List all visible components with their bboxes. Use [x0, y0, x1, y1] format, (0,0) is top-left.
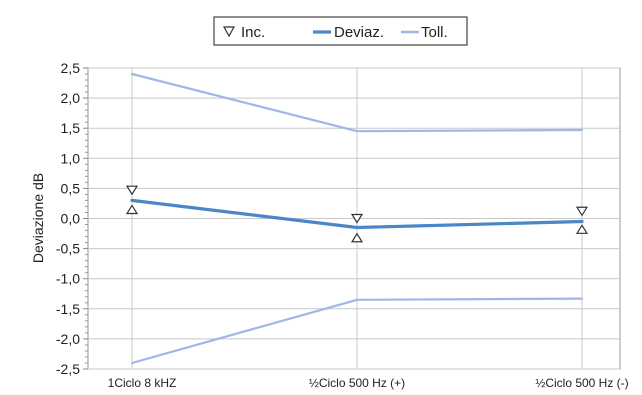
legend-label: Inc.: [241, 24, 265, 41]
legend-inc-icon: [222, 26, 236, 38]
y-tick-label: -2,0: [56, 331, 80, 347]
y-axis-label: Deviazione dB: [30, 173, 46, 263]
inc-marker-lower: [125, 204, 139, 215]
inc-marker-lower: [575, 224, 589, 234]
y-tick-label: -1,0: [56, 271, 80, 287]
y-tick-label: 2,0: [61, 90, 81, 106]
y-tick-label: 2,5: [61, 60, 81, 76]
inc-marker-upper: [575, 206, 589, 217]
plot-series: [130, 72, 584, 365]
inc-marker-upper: [350, 213, 364, 224]
legend-label: Deviaz.: [334, 24, 384, 41]
grid: [83, 67, 621, 370]
legend-box: [213, 16, 468, 46]
x-tick-label: 1Ciclo 8 kHZ: [108, 376, 177, 390]
x-tick-labels: 1Ciclo 8 kHZ ½Ciclo 500 Hz (+) ½Ciclo 500 …: [108, 376, 629, 390]
y-tick-label: 1,5: [61, 120, 81, 136]
series-line-deviaz: [130, 198, 584, 230]
y-tick-label: -2,5: [56, 361, 80, 377]
y-tick-label: 0,5: [61, 180, 81, 196]
inc-marker-lower: [350, 232, 364, 243]
legend-label: Toll.: [421, 24, 448, 41]
series-line-toll: [130, 297, 584, 365]
x-tick-label: ½Ciclo 500 Hz (-): [535, 376, 628, 390]
y-tick-label: 1,0: [61, 150, 81, 166]
series-line-toll: [130, 72, 584, 133]
inc-marker-upper: [125, 185, 139, 196]
legend: Inc. Deviaz. Toll.: [213, 16, 468, 46]
x-tick-label: ½Ciclo 500 Hz (+): [309, 376, 405, 390]
y-tick-label: 0,0: [61, 211, 81, 227]
y-tick-labels: 2,5 2,0 1,5 1,0 0,5 0,0 -0,5 -1,0 -1,5 -2,0 -2,5: [56, 60, 80, 377]
uncertainty-markers: [125, 185, 589, 243]
y-tick-label: -1,5: [56, 301, 80, 317]
y-tick-label: -0,5: [56, 241, 80, 257]
